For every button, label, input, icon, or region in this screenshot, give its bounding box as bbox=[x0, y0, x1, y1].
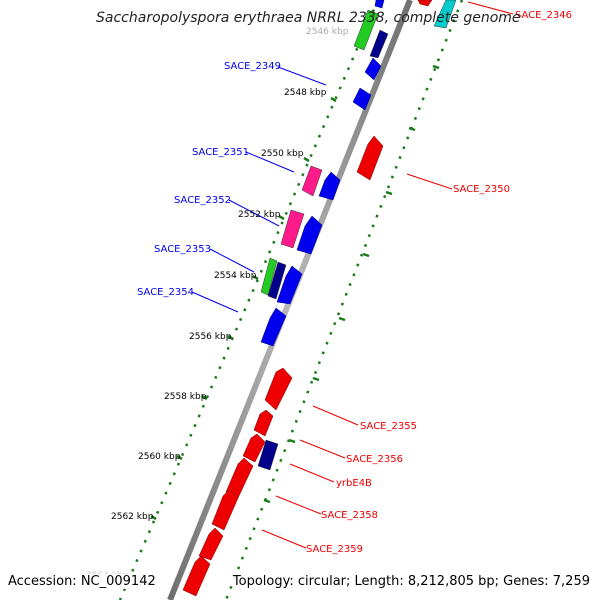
gene-arrow-SACE_2346 bbox=[417, 0, 433, 7]
scale-label: 2548 kbp bbox=[284, 88, 327, 98]
right-gene-labels: SACE_2346 SACE_2350 SACE_2355 SACE_2356 … bbox=[306, 10, 572, 555]
rna-feature-2353 bbox=[260, 257, 278, 296]
gene-arrow-SACE_2356 bbox=[253, 409, 274, 437]
gene-label[interactable]: SACE_2351 bbox=[192, 147, 249, 158]
left-label-connectors bbox=[191, 66, 327, 313]
gene-arrow-SACE_2351 bbox=[318, 171, 341, 201]
gene-arrow-red-7 bbox=[182, 555, 211, 597]
gene-label[interactable]: SACE_2355 bbox=[360, 421, 417, 432]
scale-label: 2546 kbp bbox=[306, 27, 349, 37]
pseudo-feature-2352 bbox=[280, 209, 305, 249]
other-feature-yrbE4B bbox=[257, 439, 279, 471]
gene-label[interactable]: SACE_2353 bbox=[154, 244, 211, 255]
accession-text: Accession: NC_009142 bbox=[8, 574, 156, 589]
accession-info: Accession: NC_009142 bbox=[8, 574, 156, 589]
scale-label: 2562 kbp bbox=[111, 512, 154, 522]
gene-label[interactable]: SACE_2354 bbox=[137, 287, 194, 298]
gene-label[interactable]: SACE_2352 bbox=[174, 195, 231, 206]
gene-arrow-SACE_2358 bbox=[211, 489, 239, 531]
feature-dark bbox=[369, 29, 389, 59]
gene-arrow-SACE_2353 bbox=[276, 265, 303, 305]
scale-label: 2558 kbp bbox=[164, 392, 207, 402]
rna-feature-top bbox=[353, 9, 379, 51]
gene-arrow-SACE_2349-a bbox=[364, 57, 382, 81]
gene-arrow-SACE_2352 bbox=[296, 215, 323, 255]
gene-arrow-red-3 bbox=[242, 433, 266, 463]
gene-label[interactable]: SACE_2358 bbox=[321, 510, 378, 521]
outer-tick-track bbox=[118, 0, 380, 600]
gene-arrow-top-blue bbox=[374, 0, 385, 9]
scale-label: 2554 kbp bbox=[214, 271, 257, 281]
gene-label[interactable]: SACE_2349 bbox=[224, 61, 281, 72]
topology-text: Topology: circular; Length: 8,212,805 bp… bbox=[232, 574, 590, 589]
other-features bbox=[257, 0, 457, 471]
left-gene-labels: SACE_2349 SACE_2351 SACE_2352 SACE_2353 … bbox=[137, 61, 281, 298]
scale-label: 2552 kbp bbox=[238, 210, 281, 220]
gene-arrow-SACE_2354 bbox=[260, 307, 287, 347]
gene-label[interactable]: yrbE4B bbox=[336, 478, 372, 489]
gene-arrow-SACE_2359 bbox=[198, 527, 224, 561]
gene-arrow-SACE_2350 bbox=[356, 135, 384, 181]
gene-label[interactable]: SACE_2350 bbox=[453, 184, 510, 195]
scale-labels: 2546 kbp 2548 kbp 2550 kbp 2552 kbp 2554… bbox=[86, 27, 349, 581]
gene-label[interactable]: SACE_2346 bbox=[515, 10, 572, 21]
reverse-strand-genes bbox=[182, 0, 433, 597]
scale-label: 2560 kbp bbox=[138, 452, 181, 462]
forward-strand-genes bbox=[260, 0, 385, 347]
scale-label: 2556 kbp bbox=[189, 332, 232, 342]
pseudo-feature-2351 bbox=[301, 165, 323, 197]
gene-arrow-SACE_2349-b bbox=[352, 87, 372, 111]
feature-cyan bbox=[433, 0, 457, 29]
gene-arrow-SACE_2355 bbox=[264, 367, 293, 411]
topology-info: Topology: circular; Length: 8,212,805 bp… bbox=[232, 574, 590, 589]
scale-label: 2550 kbp bbox=[261, 149, 304, 159]
other-feature-2353 bbox=[267, 261, 287, 300]
gene-label[interactable]: SACE_2359 bbox=[306, 544, 363, 555]
major-ticks bbox=[150, 38, 440, 521]
right-label-connectors bbox=[261, 1, 514, 549]
gene-label[interactable]: SACE_2356 bbox=[346, 454, 403, 465]
genome-title: Saccharopolyspora erythraea NRRL 2338, c… bbox=[96, 10, 521, 26]
